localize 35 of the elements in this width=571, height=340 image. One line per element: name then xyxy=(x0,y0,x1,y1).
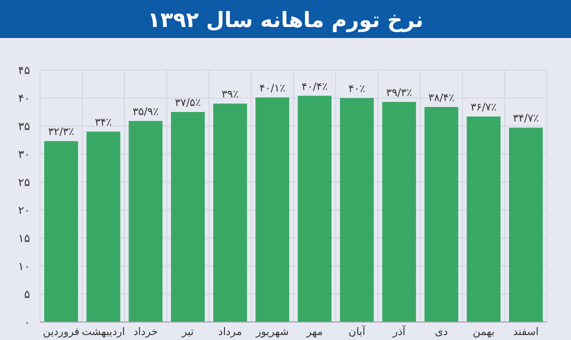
x-tick-label: فروردین xyxy=(42,326,80,338)
y-tick-label: ۰ xyxy=(24,316,30,329)
data-label: ۳۹/۳٪ xyxy=(386,86,412,99)
data-label: ۳۷/۵٪ xyxy=(174,97,201,109)
x-tick-label: تیر xyxy=(180,326,194,338)
x-tick-label: آبان xyxy=(348,325,366,338)
data-label: ۴۰٪ xyxy=(348,83,366,95)
data-label: ۳۶/۷٪ xyxy=(470,101,497,114)
y-tick-label: ۴۰ xyxy=(18,92,30,105)
chart-title: نرخ تورم ماهانه سال ۱۳۹۲ xyxy=(148,8,424,33)
x-tick-label: شهریور xyxy=(254,326,289,338)
x-tick-label: خرداد xyxy=(133,326,158,338)
data-label: ۴۰/۱٪ xyxy=(259,82,286,94)
y-tick-label: ۱۵ xyxy=(18,232,30,245)
x-tick-label: آذر xyxy=(392,325,407,338)
x-tick-label: دی xyxy=(434,326,448,338)
data-label: ۳۵/۹٪ xyxy=(132,106,159,118)
data-label: ۳۹٪ xyxy=(222,88,239,101)
x-tick-label: اسفند xyxy=(513,326,539,338)
y-tick-label: ۲۰ xyxy=(18,204,30,217)
data-label: ۳۴/۷٪ xyxy=(512,112,539,125)
y-tick-label: ۳۵ xyxy=(18,120,30,133)
data-label: ۳۸/۴٪ xyxy=(428,92,454,104)
x-tick-label: مهر xyxy=(305,326,323,338)
y-tick-label: ۱۰ xyxy=(18,260,30,273)
data-label: ۳۲/۳٪ xyxy=(48,126,74,138)
x-tick-label: بهمن xyxy=(472,326,495,338)
x-tick-label: مرداد xyxy=(218,326,242,338)
data-label: ۴۰/۴٪ xyxy=(302,80,328,93)
x-tick-label: اردیبهشت xyxy=(82,326,126,338)
y-tick-label: ۵ xyxy=(24,288,30,301)
y-tick-label: ۳۰ xyxy=(18,148,30,161)
data-label: ۳۴٪ xyxy=(94,116,112,129)
y-tick-label: ۲۵ xyxy=(18,176,30,189)
y-tick-label: ۴۵ xyxy=(18,64,30,77)
